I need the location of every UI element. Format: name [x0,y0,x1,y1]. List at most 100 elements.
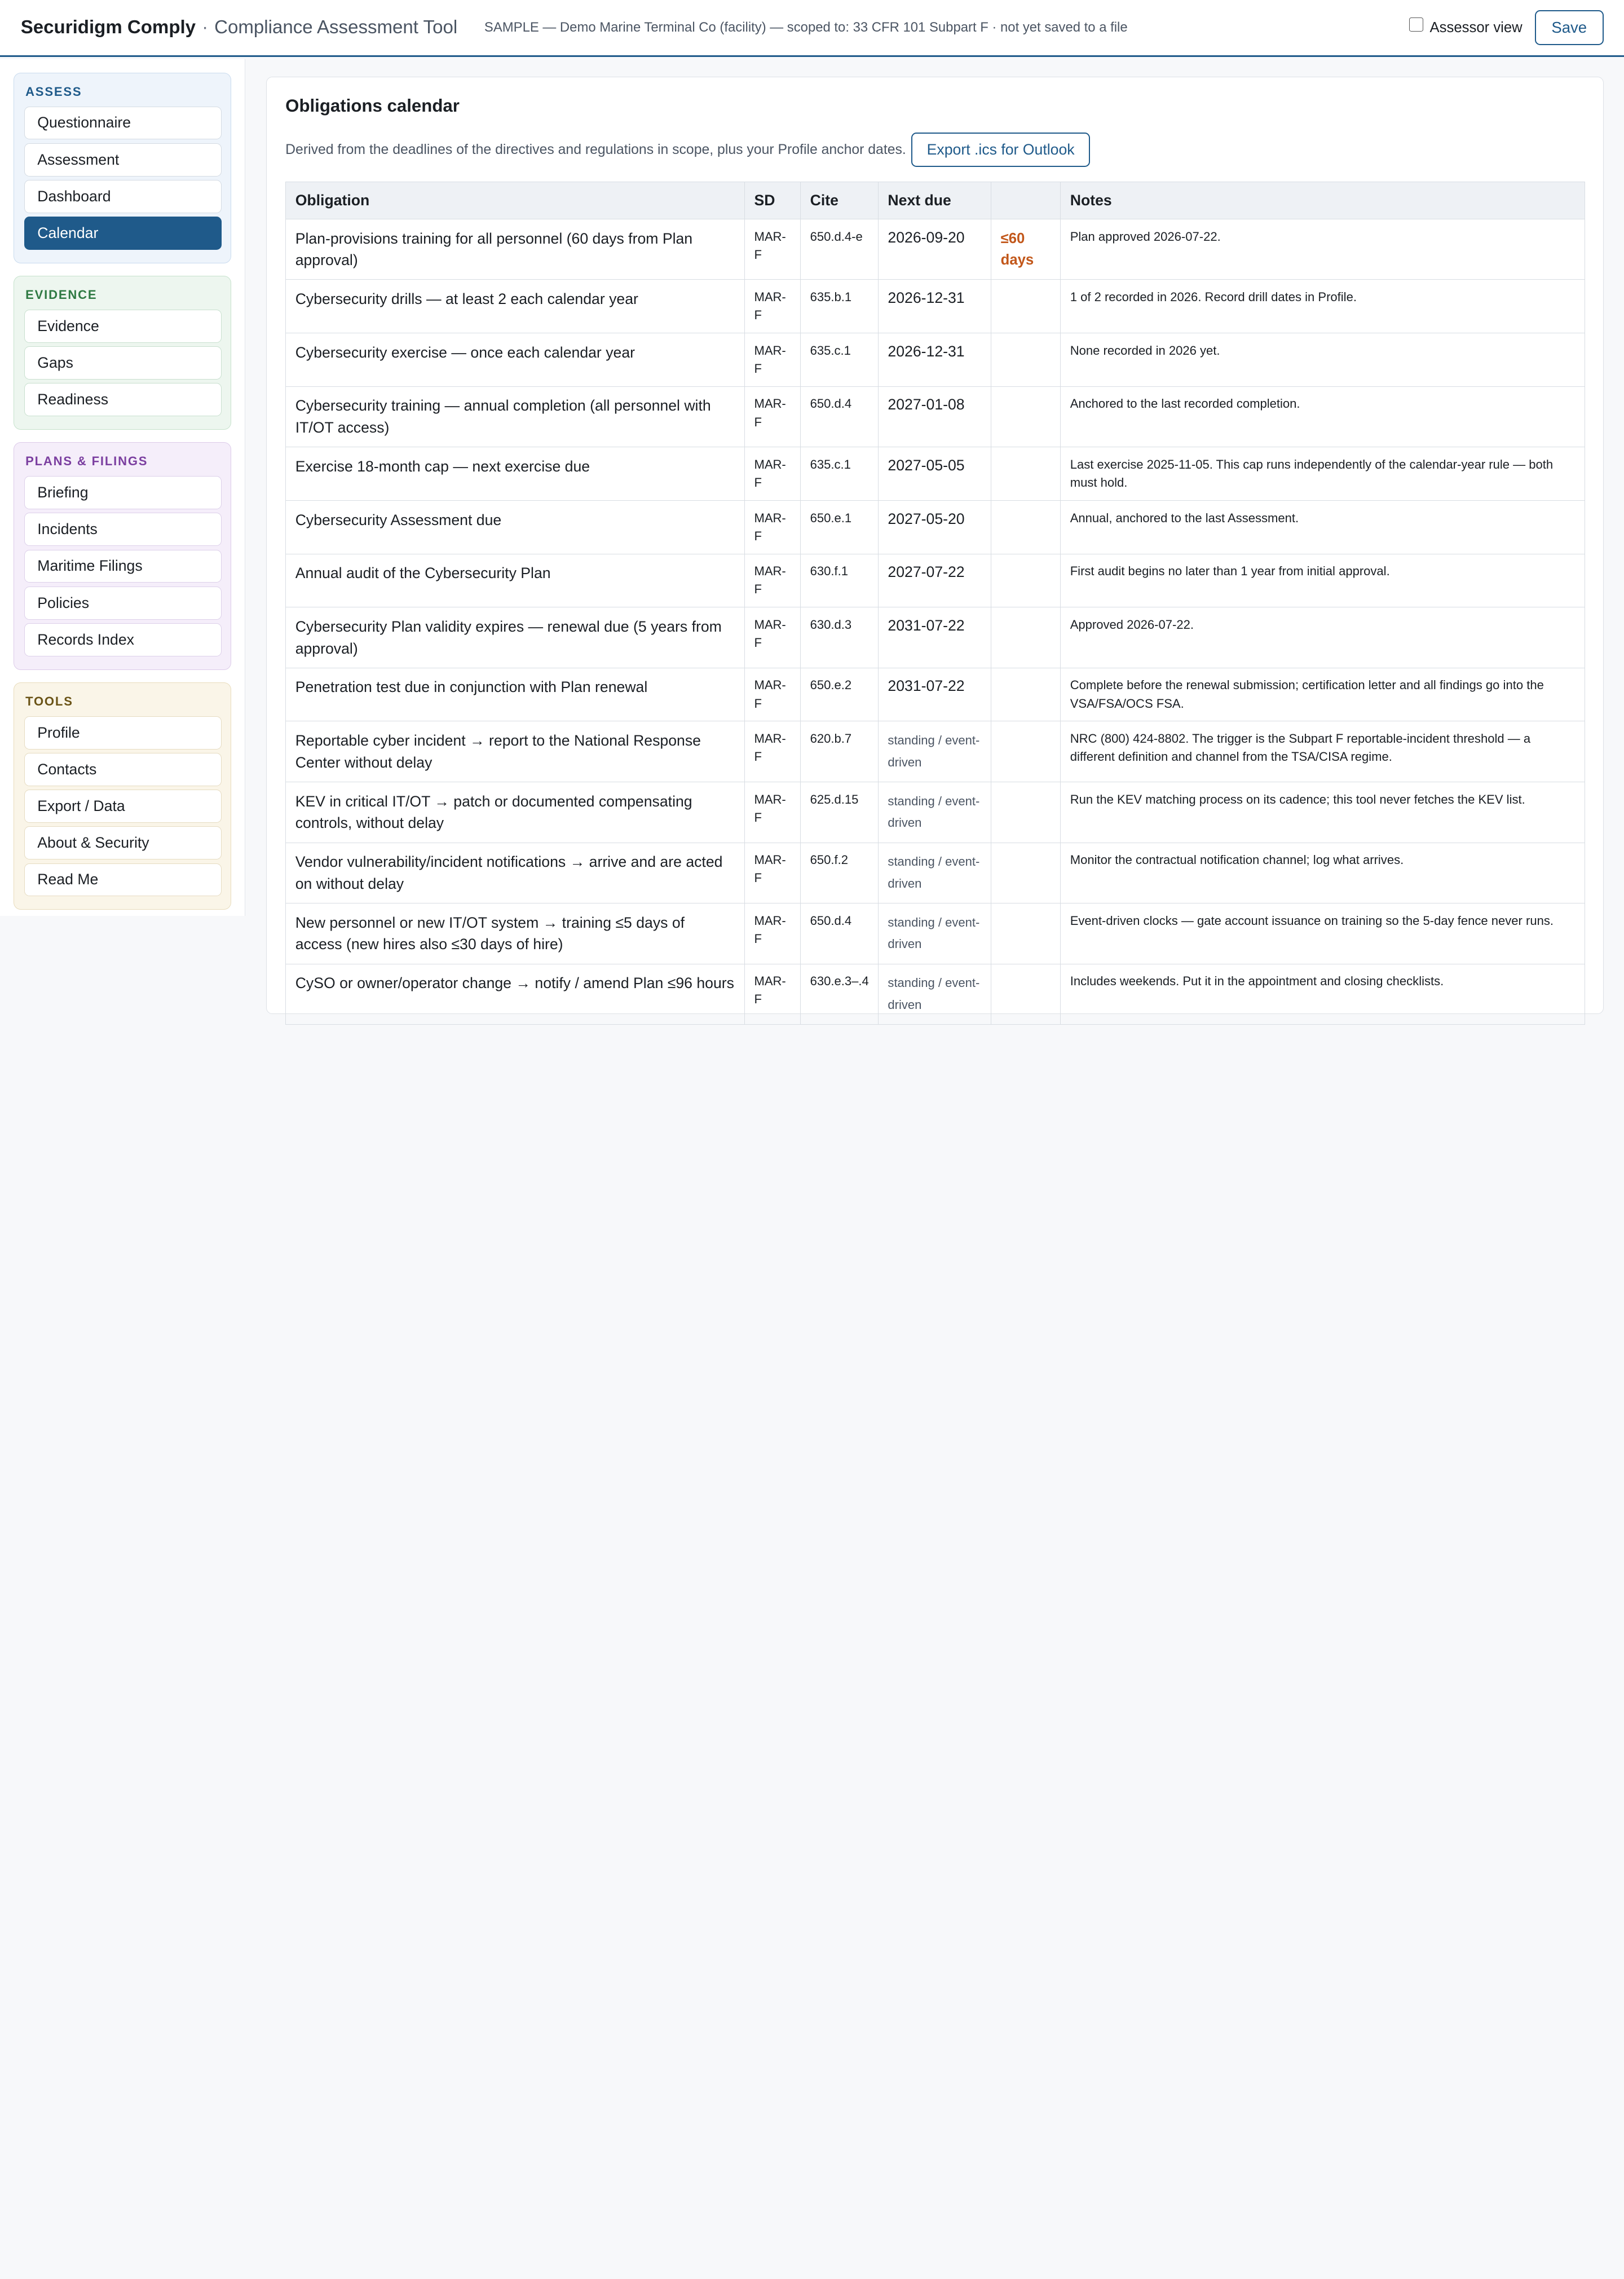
assessor-view-toggle[interactable]: Assessor view [1409,17,1522,36]
notes-cell: Last exercise 2025-11-05. This cap runs … [1060,447,1585,501]
sidebar-item-about-security[interactable]: About & Security [24,826,222,860]
sidebar-item-calendar[interactable]: Calendar [24,217,222,250]
sd-cell: MAR-F [744,903,801,964]
nav-group-evidence: EVIDENCE Evidence Gaps Readiness [13,275,232,430]
nav-group-title: EVIDENCE [25,288,98,302]
table-row: Reportable cyber incident → report to th… [285,721,1585,782]
cite-cell: 625.d.15 [800,781,879,843]
next-due-cell: 2026-09-20 [877,218,992,280]
notes-cell: 1 of 2 recorded in 2026. Record drill da… [1060,279,1585,334]
sidebar-item-incidents[interactable]: Incidents [24,513,222,546]
sd-cell: MAR-F [744,386,801,448]
sidebar-item-readiness[interactable]: Readiness [24,383,222,417]
due-flag-cell [991,667,1061,722]
top-bar: Securidigm Comply · Compliance Assessmen… [0,0,1624,58]
column-header-flag [991,181,1061,219]
sidebar-item-gaps[interactable]: Gaps [24,346,222,380]
nav-group-tools: TOOLS Profile Contacts Export / Data Abo… [13,682,232,910]
due-flag-cell [991,781,1061,843]
table-row: New personnel or new IT/OT system → trai… [285,903,1585,964]
export-ics-button[interactable]: Export .ics for Outlook [911,133,1091,167]
sidebar-item-profile[interactable]: Profile [24,716,222,750]
obligation-cell: Plan-provisions training for all personn… [285,218,745,280]
cite-cell: 635.b.1 [800,279,879,334]
obligations-table: Obligation SD Cite Next due Notes Plan-p… [285,181,1585,1025]
notes-cell: Includes weekends. Put it in the appoint… [1060,963,1585,1025]
due-flag-cell [991,553,1061,608]
notes-cell: Run the KEV matching process on its cade… [1060,781,1585,843]
cite-cell: 635.c.1 [800,447,879,501]
cite-cell: 650.d.4-e [800,218,879,280]
sd-cell: MAR-F [744,279,801,334]
sidebar-item-evidence[interactable]: Evidence [24,310,222,343]
cite-cell: 650.d.4 [800,903,879,964]
notes-cell: Annual, anchored to the last Assessment. [1060,500,1585,554]
save-button[interactable]: Save [1534,10,1604,45]
sidebar-item-read-me[interactable]: Read Me [24,863,222,897]
column-header-sd: SD [744,181,801,219]
next-due-cell: standing / event-driven [877,903,992,964]
sidebar-item-contacts[interactable]: Contacts [24,753,222,786]
sd-cell: MAR-F [744,218,801,280]
next-due-cell: standing / event-driven [877,781,992,843]
assessor-view-checkbox[interactable] [1409,17,1424,32]
sidebar-item-questionnaire[interactable]: Questionnaire [24,106,222,140]
table-row: Annual audit of the Cybersecurity Plan MA… [285,553,1585,608]
nav-group-plans-filings: PLANS & FILINGS Briefing Incidents Marit… [13,442,232,670]
sidebar-item-maritime-filings[interactable]: Maritime Filings [24,549,222,583]
table-row: Exercise 18-month cap — next exercise du… [285,447,1585,501]
table-row: Cybersecurity Plan validity expires — re… [285,607,1585,668]
due-flag-cell [991,500,1061,554]
sd-cell: MAR-F [744,447,801,501]
sd-cell: MAR-F [744,607,801,668]
next-due-cell: 2031-07-22 [877,667,992,722]
notes-cell: Plan approved 2026-07-22. [1060,218,1585,280]
notes-cell: Monitor the contractual notification cha… [1060,842,1585,904]
sd-cell: MAR-F [744,721,801,782]
next-due-cell: standing / event-driven [877,842,992,904]
sidebar-item-policies[interactable]: Policies [24,586,222,620]
table-row: KEV in critical IT/OT → patch or documen… [285,781,1585,843]
notes-cell: None recorded in 2026 yet. [1060,333,1585,387]
table-row: Cybersecurity exercise — once each calen… [285,333,1585,387]
due-flag-cell [991,842,1061,904]
cite-cell: 630.d.3 [800,607,879,668]
sd-cell: MAR-F [744,781,801,843]
cite-cell: 635.c.1 [800,333,879,387]
next-due-cell: 2026-12-31 [877,279,992,334]
sd-cell: MAR-F [744,333,801,387]
sidebar-item-dashboard[interactable]: Dashboard [24,180,222,213]
table-row: Cybersecurity training — annual completi… [285,386,1585,448]
obligation-cell: Vendor vulnerability/incident notificati… [285,842,745,904]
page-title: Obligations calendar [285,96,460,116]
notes-cell: Approved 2026-07-22. [1060,607,1585,668]
assessor-view-label: Assessor view [1429,19,1522,36]
obligation-cell: Cybersecurity drills — at least 2 each c… [285,279,745,334]
cite-cell: 630.f.1 [800,553,879,608]
sidebar: ASSESS Questionnaire Assessment Dashboar… [0,59,246,916]
table-row: Vendor vulnerability/incident notificati… [285,842,1585,904]
sd-cell: MAR-F [744,667,801,722]
obligation-cell: Cybersecurity Assessment due [285,500,745,554]
table-row: Plan-provisions training for all personn… [285,218,1585,280]
table-row: Penetration test due in conjunction with… [285,667,1585,722]
sidebar-item-assessment[interactable]: Assessment [24,143,222,177]
next-due-cell: standing / event-driven [877,721,992,782]
table-header-row: Obligation SD Cite Next due Notes [285,181,1585,219]
obligation-cell: Reportable cyber incident → report to th… [285,721,745,782]
table-row: CySO or owner/operator change → notify /… [285,963,1585,1025]
scope-context: SAMPLE — Demo Marine Terminal Co (facili… [484,20,1128,36]
next-due-cell: 2027-05-05 [877,447,992,501]
notes-cell: Event-driven clocks — gate account issua… [1060,903,1585,964]
sidebar-item-export-data[interactable]: Export / Data [24,790,222,823]
obligation-cell: KEV in critical IT/OT → patch or documen… [285,781,745,843]
obligation-cell: Annual audit of the Cybersecurity Plan [285,553,745,608]
app-subtitle: Compliance Assessment Tool [214,17,458,38]
due-flag-cell [991,447,1061,501]
sd-cell: MAR-F [744,553,801,608]
sidebar-item-briefing[interactable]: Briefing [24,476,222,509]
column-header-cite: Cite [800,181,879,219]
sd-cell: MAR-F [744,500,801,554]
obligation-cell: Exercise 18-month cap — next exercise du… [285,447,745,501]
sidebar-item-records-index[interactable]: Records Index [24,623,222,656]
